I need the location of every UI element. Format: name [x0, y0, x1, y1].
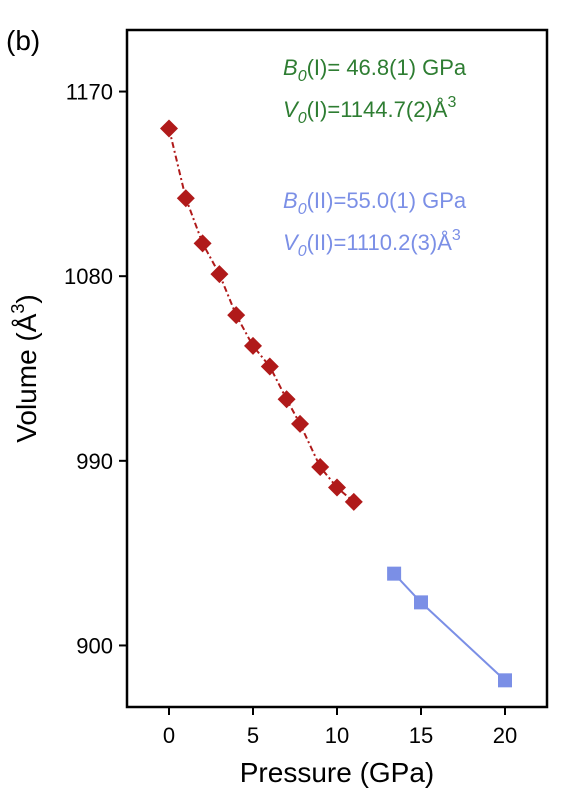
fit-annotation: B0(II)=55.0(1) GPa	[283, 188, 467, 218]
y-axis-title: Volume (Å3)	[8, 294, 42, 443]
plot-frame	[125, 28, 549, 709]
series-1-line	[168, 128, 355, 503]
data-point-diamond	[311, 457, 330, 476]
data-point-diamond	[344, 492, 363, 511]
data-point-diamond	[291, 414, 310, 433]
data-point-diamond	[227, 306, 246, 325]
y-axis-ticks: 900 990 1080 1170	[64, 80, 127, 658]
y-tick-label: 900	[76, 633, 113, 658]
y-tick-label: 1080	[64, 264, 113, 289]
x-axis-title: Pressure (GPa)	[240, 757, 435, 788]
panel-label: (b)	[6, 25, 40, 56]
data-point-square	[414, 595, 428, 610]
data-point-diamond	[244, 336, 262, 355]
fit-annotation: B0(I)= 46.8(1) GPa	[283, 55, 467, 85]
data-point-diamond	[277, 390, 296, 409]
series-2-line	[393, 572, 506, 682]
x-axis-ticks: 0 5 10 15 20	[163, 707, 517, 748]
y-tick-label: 990	[76, 449, 113, 474]
x-tick-label: 20	[493, 723, 517, 748]
data-point-diamond	[260, 357, 279, 376]
data-point-square	[498, 673, 512, 688]
data-point-diamond	[328, 478, 346, 497]
y-tick-label: 1170	[66, 80, 113, 105]
x-tick-label: 10	[325, 723, 349, 748]
data-point-diamond	[160, 119, 178, 138]
data-point-diamond	[210, 265, 229, 284]
x-tick-label: 15	[409, 723, 433, 748]
fit-annotation: V0(II)=1110.2(3)Å3	[283, 227, 461, 260]
data-point-square	[387, 566, 402, 581]
data-point-diamond	[176, 189, 195, 208]
x-tick-label: 5	[247, 723, 259, 748]
fit-annotation: V0(I)=1144.7(2)Å3	[283, 94, 456, 127]
data-point-diamond	[193, 234, 212, 253]
annotations-layer: B0(I)= 46.8(1) GPa V0(I)=1144.7(2)Å3 B0(II…	[283, 55, 467, 260]
x-tick-label: 0	[163, 723, 175, 748]
series-layer	[160, 119, 512, 688]
